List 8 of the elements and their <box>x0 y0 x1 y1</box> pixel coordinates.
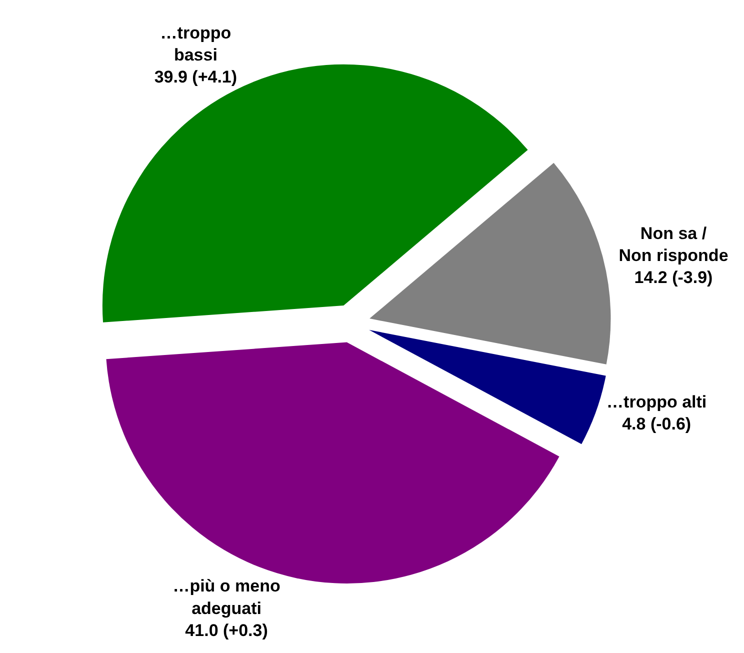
data-label: 4.8 (-0.6) <box>622 414 692 434</box>
slice-label: …troppo bassi <box>160 23 232 64</box>
slice-label: Non sa / Non risponde <box>618 224 728 266</box>
data-label: 41.0 (+0.3) <box>185 620 268 640</box>
slice-label: …troppo alti <box>606 392 707 412</box>
data-label: 14.2 (-3.9) <box>634 268 713 288</box>
slice-label: …più o meno adeguati <box>172 576 280 618</box>
data-label: 39.9 (+4.1) <box>154 68 238 87</box>
